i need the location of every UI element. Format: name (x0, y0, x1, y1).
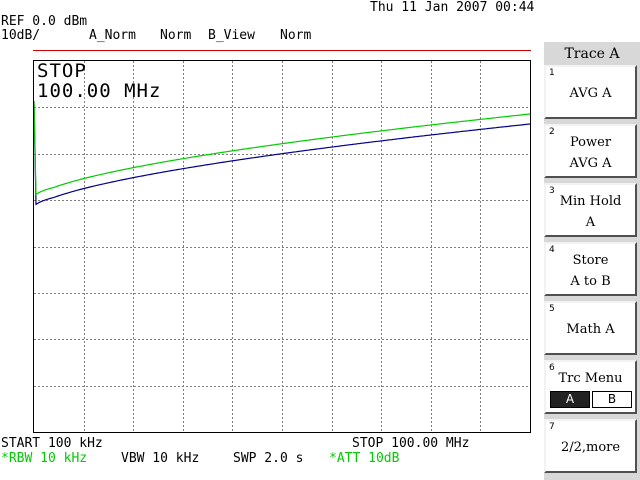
stop-frequency: STOP 100.00 MHz (352, 436, 470, 451)
trace-a-norm: Norm (160, 28, 192, 43)
softkey-label: Power (569, 135, 612, 150)
softkey-label: Min Hold (559, 194, 622, 209)
trace-b-norm: Norm (280, 28, 312, 43)
ref-level: REF 0.0 dBm (1, 14, 88, 29)
softkey-store-a-to-b[interactable]: 4 Store A to B (544, 242, 637, 296)
trace-b-option[interactable]: B (592, 391, 632, 408)
softkey-label-2: A to B (570, 274, 611, 289)
trace-b-mode: B_View (208, 28, 255, 43)
softkey-number: 7 (549, 422, 555, 432)
sweep-status: STOP (37, 60, 87, 82)
attenuation-value: *ATT 10dB (329, 451, 400, 466)
rbw-value: *RBW 10 kHz (1, 451, 88, 466)
trace-a-option[interactable]: A (550, 391, 590, 408)
trace-b-line (34, 100, 530, 206)
softkey-label: 2/2,more (560, 440, 621, 455)
softkey-min-hold-a[interactable]: 3 Min Hold A (544, 183, 637, 237)
sweep-time: SWP 2.0 s (233, 451, 304, 466)
softkey-label: Trc Menu (558, 371, 623, 386)
softkey-trc-menu[interactable]: 6 Trc Menu A B (544, 360, 637, 414)
softkey-more[interactable]: 7 2/2,more (544, 419, 637, 473)
softkey-number: 6 (549, 363, 555, 373)
softkey-number: 4 (549, 245, 555, 255)
trace-selector: A B (550, 391, 634, 408)
softkey-number: 1 (549, 68, 555, 78)
softkey-number: 2 (549, 127, 555, 137)
vbw-value: VBW 10 kHz (121, 451, 200, 466)
softkey-number: 5 (549, 304, 555, 314)
softkey-label-2: A (585, 215, 596, 230)
spectrum-graticule (34, 61, 530, 432)
datetime: Thu 11 Jan 2007 00:44 (370, 0, 535, 15)
trace-a-line (34, 100, 530, 196)
softkey-label: Math A (566, 322, 615, 337)
softkey-math-a[interactable]: 5 Math A (544, 301, 637, 355)
softkey-number: 3 (549, 186, 555, 196)
spectrum-display (33, 60, 531, 433)
softkey-avg-a[interactable]: 1 AVG A (544, 65, 637, 119)
softkey-power-avg-a[interactable]: 2 Power AVG A (544, 124, 637, 178)
softkey-label: Store (572, 253, 609, 268)
trace-a-mode: A_Norm (89, 28, 136, 43)
marker-frequency: 100.00 MHz (37, 80, 162, 102)
start-frequency: START 100 kHz (1, 436, 103, 451)
menu-title: Trace A (564, 46, 620, 62)
reference-level-line (33, 50, 531, 51)
scale-label: 10dB/ (1, 28, 41, 43)
softkey-label-2: AVG A (569, 156, 612, 171)
softkey-label: AVG A (569, 86, 612, 101)
